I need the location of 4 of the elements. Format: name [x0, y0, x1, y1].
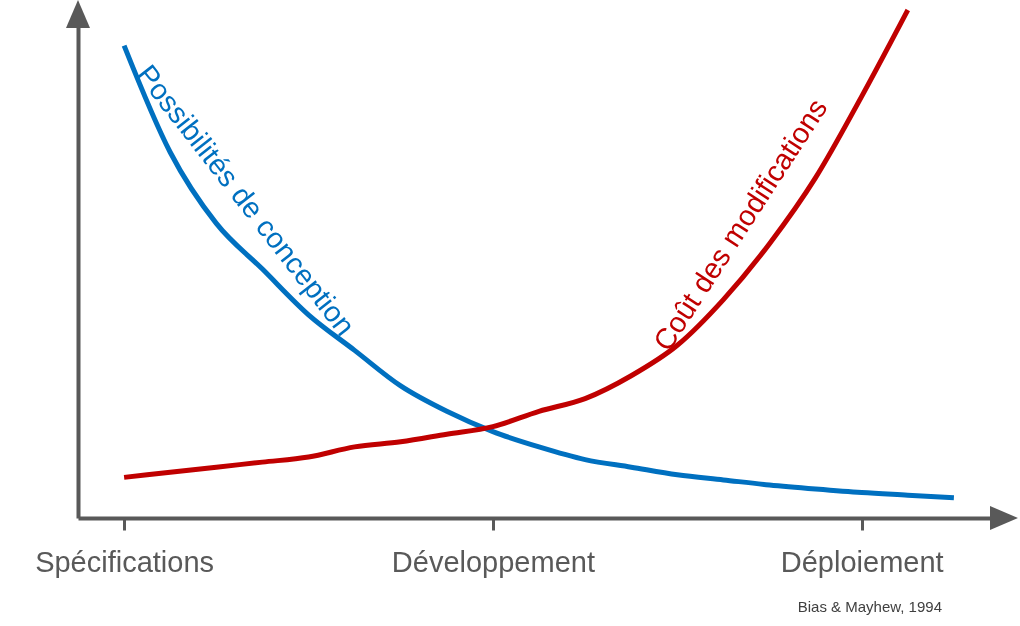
x-tick-label: Déploiement	[780, 545, 944, 578]
text: Bias & Mayhew, 1994	[797, 598, 942, 615]
x-tick-label: Spécifications	[35, 545, 215, 578]
x-tick-label: Développement	[391, 545, 595, 578]
